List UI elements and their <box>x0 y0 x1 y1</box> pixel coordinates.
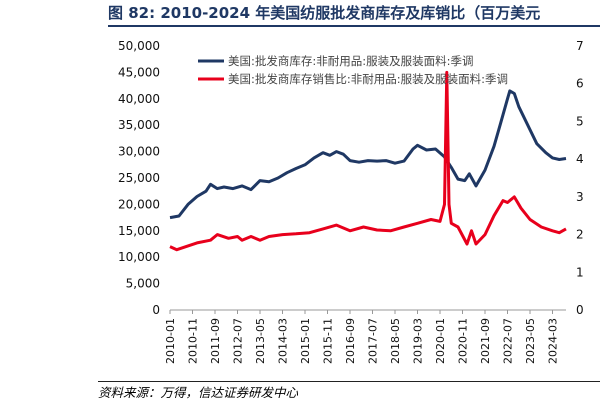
x-tick-label: 2010-01 <box>164 318 177 364</box>
axes: 0 5,000 10,000 15,000 20,000 25,000 30,000 35,0… <box>118 39 584 364</box>
legend: 美国:批发商库存:非耐用品:服装及服装面料:季调美国:批发商库存销售比:非耐用品… <box>198 54 508 86</box>
y-right-tick-label: 6 <box>576 77 584 91</box>
y-right-tick-label: 5 <box>576 114 584 128</box>
x-tick-label: 2024-03 <box>547 318 560 364</box>
x-tick-label: 2019-03 <box>412 318 425 364</box>
y-left-tick-label: 20,000 <box>118 197 160 211</box>
y-left-tick-label: 30,000 <box>118 145 160 159</box>
y-left-tick-label: 40,000 <box>118 92 160 106</box>
y-right-tick-label: 4 <box>576 152 584 166</box>
y-left-tick-label: 10,000 <box>118 250 160 264</box>
x-tick-label: 2015-11 <box>322 318 335 364</box>
x-tick-label: 2018-05 <box>389 318 402 364</box>
source-note: 资料来源：万得，信达证券研发中心 <box>98 385 299 400</box>
series-line-2 <box>169 70 567 252</box>
x-tick-label: 2014-03 <box>277 318 290 364</box>
y-right-tick-label: 1 <box>576 265 584 279</box>
x-tick-label: 2013-05 <box>254 318 267 364</box>
y-right-tick-label: 3 <box>576 190 584 204</box>
source-rule <box>98 381 600 382</box>
y-left-tick-label: 50,000 <box>118 39 160 53</box>
y-left-tick-label: 0 <box>152 303 160 317</box>
y-right-tick-label: 2 <box>576 228 584 242</box>
x-tick-label: 2010-11 <box>187 318 200 364</box>
x-tick-label: 2016-09 <box>344 318 357 364</box>
y-left-tick-label: 45,000 <box>118 65 160 79</box>
x-tick-label: 2021-09 <box>479 318 492 364</box>
legend-label-2: 美国:批发商库存销售比:非耐用品:服装及服装面料:季调 <box>228 72 508 86</box>
x-tick-label: 2017-07 <box>367 318 380 364</box>
x-tick-label: 2012-07 <box>232 318 245 364</box>
x-tick-label: 2015-01 <box>299 318 312 364</box>
x-tick-label: 2020-01 <box>434 318 447 364</box>
x-tick-label: 2020-11 <box>457 318 470 364</box>
title-rule <box>108 25 600 27</box>
y-left-tick-label: 5,000 <box>126 277 160 291</box>
series-lines <box>169 70 567 252</box>
y-right-tick-label: 7 <box>576 39 584 53</box>
x-tick-label: 2011-09 <box>209 318 222 364</box>
y-left-tick-label: 25,000 <box>118 171 160 185</box>
x-tick-label: 2023-05 <box>524 318 537 364</box>
legend-label-1: 美国:批发商库存:非耐用品:服装及服装面料:季调 <box>228 54 474 68</box>
y-left-tick-label: 35,000 <box>118 118 160 132</box>
figure-title: 图 82: 2010-2024 年美国纺服批发商库存及库销比（百万美元 <box>108 4 541 22</box>
series-line-1 <box>169 89 567 220</box>
y-right-tick-label: 0 <box>576 303 584 317</box>
y-left-tick-label: 15,000 <box>118 224 160 238</box>
x-tick-label: 2022-07 <box>502 318 515 364</box>
